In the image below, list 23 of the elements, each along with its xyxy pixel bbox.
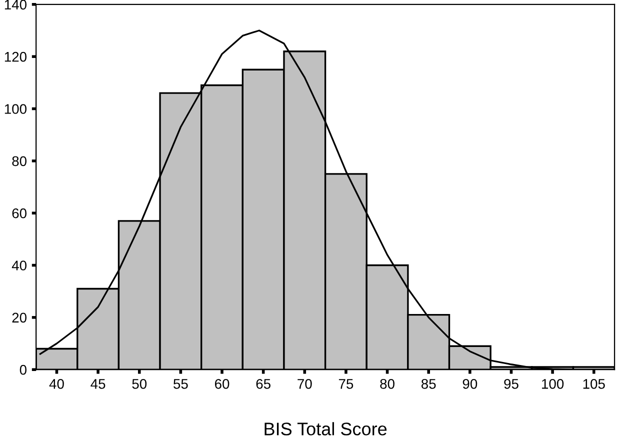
x-tick-label: 50	[132, 378, 147, 389]
y-tick-label: 60	[12, 208, 27, 218]
y-tick-label: 120	[4, 52, 27, 62]
x-tick-label: 80	[380, 378, 394, 389]
x-tick-label: 70	[298, 378, 312, 389]
x-tick-label: 100	[542, 378, 564, 389]
y-tick-label: 80	[12, 156, 27, 166]
x-tick-label: 65	[256, 378, 270, 389]
x-tick-label: 75	[338, 379, 354, 389]
x-tick-label: 55	[174, 379, 188, 389]
x-tick-label: 60	[214, 378, 230, 389]
x-tick-label: 40	[49, 378, 64, 389]
x-axis-title: BIS Total Score	[264, 422, 387, 436]
y-tick-label: 140	[4, 0, 27, 10]
y-tick-label: 40	[12, 260, 27, 270]
x-tick-label: 105	[583, 378, 605, 389]
x-tick-label: 85	[421, 378, 436, 389]
y-tick-label: 20	[12, 312, 27, 323]
x-tick-label: 95	[504, 378, 518, 389]
x-tick-label: 45	[90, 379, 106, 389]
y-tick-label: 100	[4, 104, 27, 114]
x-tick-label: 90	[462, 378, 478, 389]
y-tick-label: 0	[20, 364, 27, 375]
